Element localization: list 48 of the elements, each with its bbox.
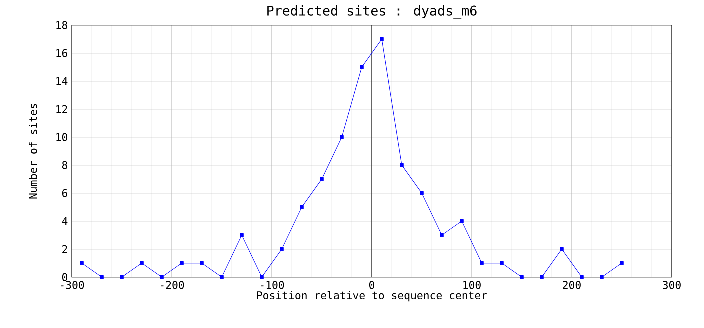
chart-title: Predicted sites : dyads_m6 [268, 6, 477, 19]
x-tick-label: -300 [61, 281, 84, 290]
point [420, 191, 424, 196]
y-tick-label: 18 [56, 21, 68, 30]
x-tick-label: -100 [261, 281, 284, 290]
point [100, 275, 104, 280]
y-tick-label: 0 [62, 273, 68, 282]
y-tick-label: 8 [62, 161, 68, 170]
point [220, 275, 224, 280]
y-tick-label: 2 [62, 245, 68, 254]
point [540, 275, 544, 280]
x-tick-label: -200 [161, 281, 184, 290]
point [400, 163, 404, 168]
x-tick-label: 0 [369, 281, 375, 290]
point [160, 275, 164, 280]
point [480, 261, 484, 266]
point [260, 275, 264, 280]
point [500, 261, 504, 266]
point [360, 65, 364, 70]
point [460, 219, 464, 224]
point [620, 261, 624, 266]
point [240, 233, 244, 238]
y-tick-label: 16 [56, 49, 68, 58]
y-tick-label: 6 [62, 189, 68, 198]
point [80, 261, 84, 266]
x-tick-label: 200 [563, 281, 581, 290]
point [340, 135, 344, 140]
point [180, 261, 184, 266]
point [560, 247, 564, 252]
point [600, 275, 604, 280]
y-tick-label: 10 [56, 133, 68, 142]
point [300, 205, 304, 210]
point [200, 261, 204, 266]
point [280, 247, 284, 252]
x-tick-label: 100 [464, 281, 481, 290]
x-tick-label: 300 [663, 281, 681, 290]
point [140, 261, 144, 266]
point [440, 233, 444, 238]
x-axis-title: Position relative to sequence center [257, 291, 488, 302]
point [380, 37, 384, 42]
point [520, 275, 524, 280]
y-axis-title: Number of sites [29, 104, 38, 199]
point [580, 275, 584, 280]
y-tick-label: 4 [62, 217, 68, 226]
y-tick-label: 14 [56, 77, 68, 86]
point [320, 177, 324, 182]
y-tick-label: 12 [56, 105, 68, 114]
point [120, 275, 124, 280]
